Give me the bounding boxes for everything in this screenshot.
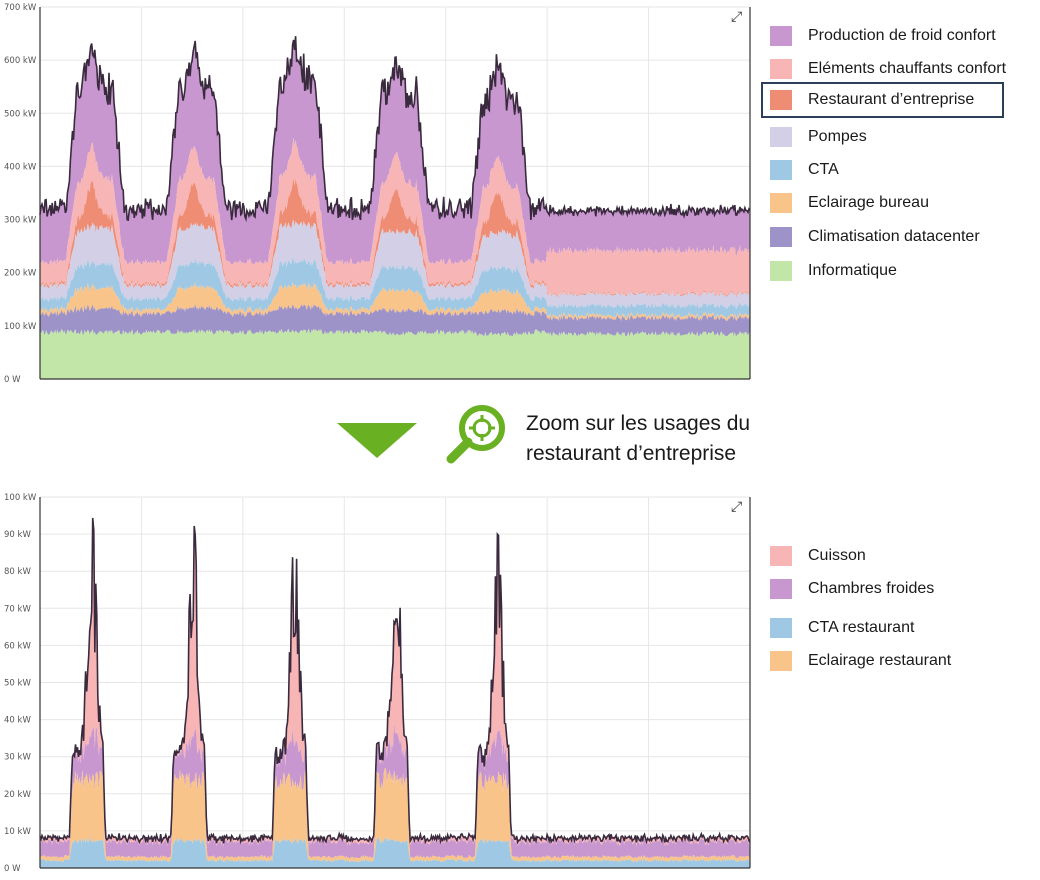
legend-label: Informatique (808, 262, 897, 279)
top-chart-svg: 0 W 100 kW 200 kW 300 kW 400 kW 500 kW 600 kW 7… (4, 3, 751, 385)
total-load-line (39, 517, 751, 845)
legend-swatch (770, 546, 792, 566)
area-series-eclairage-restaurant (40, 767, 750, 863)
y-tick-label: 0 W (4, 375, 21, 385)
y-tick-label: 50 kW (4, 679, 31, 689)
legend-label: Production de froid confort (808, 27, 996, 44)
zoom-band: Zoom sur les usages du restaurant d’entr… (0, 395, 1040, 475)
legend-label: Restaurant d’entreprise (808, 91, 975, 108)
y-tick-label: 100 kW (4, 493, 37, 503)
bottom-chart: 0 W 10 kW 20 kW 30 kW 40 kW 50 kW 60 kW 70 kW 80… (0, 490, 760, 880)
legend-item-chambres-froides[interactable]: Chambres froides (770, 575, 934, 603)
legend-item-production-froid[interactable]: Production de froid confort (770, 22, 996, 50)
area-series-cta-restaurant (40, 837, 750, 868)
y-tick-label: 600 kW (4, 56, 37, 66)
legend-label: Eléments chauffants confort (808, 60, 1007, 77)
area-series-elements-chauffants-confort (40, 137, 750, 297)
legend-item-cta[interactable]: CTA (770, 156, 839, 184)
y-tick-label: 60 kW (4, 641, 31, 651)
bottom-chart-svg: 0 W 10 kW 20 kW 30 kW 40 kW 50 kW 60 kW 70 kW 80… (4, 493, 751, 874)
legend-label: Cuisson (808, 547, 866, 564)
y-tick-label: 10 kW (4, 827, 31, 837)
legend-swatch (770, 227, 792, 247)
y-tick-label: 80 kW (4, 567, 31, 577)
legend-label: Eclairage bureau (808, 194, 929, 211)
y-tick-label: 0 W (4, 864, 21, 874)
legend-item-cta-restaurant[interactable]: CTA restaurant (770, 614, 914, 642)
legend-item-eclairage-restaurant[interactable]: Eclairage restaurant (770, 647, 951, 675)
legend-swatch (770, 160, 792, 180)
legend-swatch (770, 651, 792, 671)
legend-swatch (770, 90, 792, 110)
zoom-caption: Zoom sur les usages du restaurant d’entr… (526, 409, 750, 469)
y-tick-label: 20 kW (4, 790, 31, 800)
area-series-eclairage-bureau (40, 282, 750, 322)
y-tick-label: 100 kW (4, 322, 37, 332)
zoom-caption-line2: restaurant d’entreprise (526, 442, 737, 465)
y-tick-label: 70 kW (4, 604, 31, 614)
legend-label: CTA restaurant (808, 619, 915, 636)
legend-item-cuisson[interactable]: Cuisson (770, 542, 866, 570)
area-series-informatique (40, 328, 750, 379)
area-series-chambres-froides (40, 721, 750, 859)
legend-swatch (770, 127, 792, 147)
zoom-caption-line1: Zoom sur les usages du (526, 412, 751, 435)
arrow-down-icon (337, 423, 417, 458)
legend-item-informatique[interactable]: Informatique (770, 257, 897, 285)
area-series-production-de-froid-confort (40, 36, 750, 267)
y-tick-label: 200 kW (4, 269, 37, 279)
area-series-pompes (40, 219, 750, 309)
total-load-line (39, 36, 751, 223)
legend-label: CTA (808, 161, 839, 178)
y-tick-label: 700 kW (4, 3, 37, 13)
legend-item-elements-chauffants[interactable]: Eléments chauffants confort (770, 55, 1006, 83)
zoom-target-icon (446, 405, 505, 464)
area-series-restaurant-d-entreprise (40, 177, 750, 298)
legend-swatch (770, 579, 792, 599)
top-chart: 0 W 100 kW 200 kW 300 kW 400 kW 500 kW 600 kW 7… (0, 0, 760, 395)
legend-label: Chambres froides (808, 580, 935, 597)
legend-item-restaurant[interactable]: Restaurant d’entreprise (760, 82, 1005, 118)
expand-icon[interactable]: ⤢ (731, 498, 743, 514)
expand-icon[interactable]: ⤢ (731, 8, 743, 24)
legend-swatch (770, 26, 792, 46)
y-tick-label: 40 kW (4, 716, 31, 726)
legend-label: Eclairage restaurant (808, 652, 952, 669)
y-tick-label: 500 kW (4, 109, 37, 119)
area-series-climatisation-datacenter (40, 304, 750, 337)
area-series-cuisson (40, 518, 750, 847)
legend-swatch (770, 59, 792, 79)
legend-item-pompes[interactable]: Pompes (770, 123, 867, 151)
legend-item-eclairage-bureau[interactable]: Eclairage bureau (770, 189, 929, 217)
y-tick-label: 400 kW (4, 162, 37, 172)
legend-label: Pompes (808, 128, 867, 145)
y-tick-label: 300 kW (4, 216, 37, 226)
legend-swatch (770, 193, 792, 213)
y-tick-label: 90 kW (4, 530, 31, 540)
legend-item-climatisation-datacenter[interactable]: Climatisation datacenter (770, 223, 980, 251)
legend-swatch (770, 261, 792, 281)
legend-swatch (770, 618, 792, 638)
y-tick-label: 30 kW (4, 753, 31, 763)
legend-label: Climatisation datacenter (808, 228, 980, 245)
area-series-cta (40, 257, 750, 319)
